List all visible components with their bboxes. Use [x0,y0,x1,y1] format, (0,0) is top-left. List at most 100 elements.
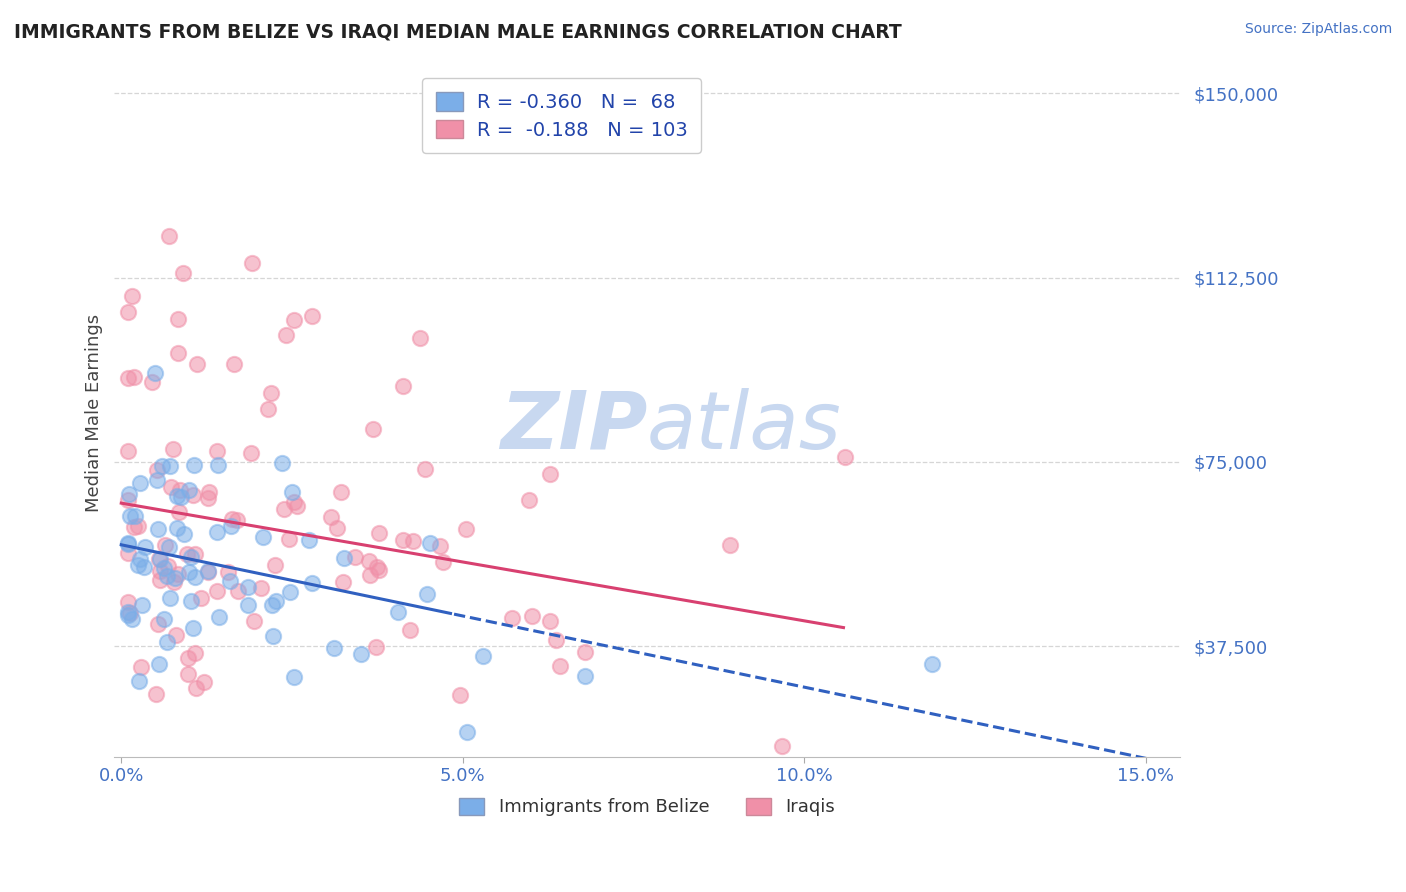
Point [419,536,441,550]
Point [117,595,139,609]
Point [163,575,186,590]
Point [240,255,263,269]
Point [184,681,207,696]
Point [207,609,229,624]
Point [224,357,246,371]
Point [184,569,207,583]
Point [169,483,191,498]
Point [181,621,204,635]
Point [333,550,356,565]
Point [149,552,172,566]
Point [501,611,523,625]
Point [122,369,145,384]
Point [264,853,287,867]
Point [252,530,274,544]
Point [449,688,471,702]
Point [156,635,179,649]
Point [264,558,287,573]
Point [156,569,179,583]
Point [120,607,142,621]
Point [176,667,198,681]
Point [124,509,146,524]
Point [177,651,200,665]
Point [184,646,207,660]
Point [152,612,174,626]
Point [163,570,186,584]
Point [259,385,281,400]
Point [361,422,384,436]
Point [146,616,169,631]
Point [273,501,295,516]
Point [219,518,242,533]
Point [118,487,141,501]
Point [329,485,352,500]
Point [166,346,188,360]
Point [121,289,143,303]
Point [148,552,170,566]
Point [368,526,391,541]
Point [239,446,262,460]
Point [264,593,287,607]
Point [131,598,153,612]
Point [456,725,478,739]
Point [366,640,388,654]
Point [173,527,195,541]
Point [148,657,170,672]
Point [398,623,420,637]
Point [117,546,139,560]
Text: ZIP: ZIP [499,387,647,466]
Point [283,670,305,684]
Text: atlas: atlas [647,387,842,466]
Point [129,660,152,674]
Point [429,539,451,553]
Point [153,538,176,552]
Point [160,480,183,494]
Legend: Immigrants from Belize, Iraqis: Immigrants from Belize, Iraqis [451,790,842,823]
Point [146,522,169,536]
Y-axis label: Median Male Earnings: Median Male Earnings [86,314,103,512]
Point [718,538,741,552]
Point [770,739,793,753]
Point [236,580,259,594]
Point [357,554,380,568]
Point [117,443,139,458]
Point [167,505,190,519]
Point [205,444,228,458]
Point [538,615,561,629]
Point [143,367,166,381]
Point [198,485,221,500]
Point [546,632,568,647]
Point [183,488,205,502]
Point [117,607,139,622]
Point [141,375,163,389]
Point [283,313,305,327]
Point [517,492,540,507]
Point [921,657,943,671]
Point [162,442,184,456]
Point [574,645,596,659]
Point [153,561,176,575]
Text: Source: ZipAtlas.com: Source: ZipAtlas.com [1244,22,1392,37]
Point [167,311,190,326]
Point [166,489,188,503]
Point [409,331,432,345]
Point [260,598,283,612]
Point [183,458,205,473]
Point [413,462,436,476]
Point [128,475,150,490]
Point [190,591,212,605]
Point [146,473,169,487]
Point [117,493,139,508]
Point [177,483,200,497]
Point [574,669,596,683]
Point [522,608,544,623]
Point [225,513,247,527]
Point [157,228,180,243]
Point [197,564,219,578]
Point [242,614,264,628]
Point [217,565,239,579]
Point [176,547,198,561]
Point [250,581,273,595]
Point [323,641,346,656]
Point [446,773,468,788]
